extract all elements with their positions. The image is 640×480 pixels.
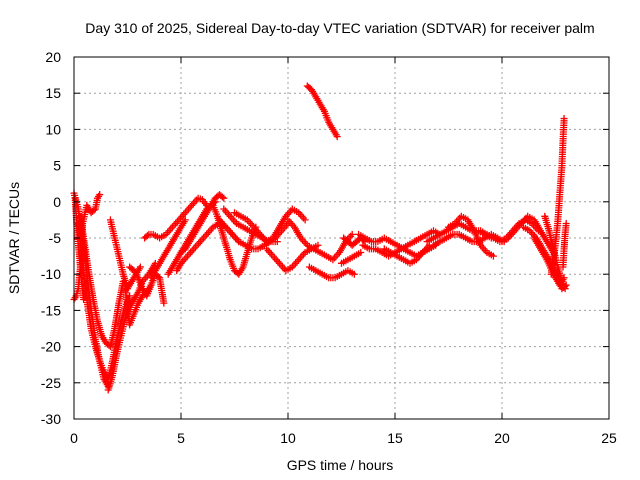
- data-point: [181, 216, 189, 224]
- data-point: [562, 220, 570, 228]
- y-tick-label: 10: [45, 121, 61, 137]
- series-track-18: [231, 205, 309, 246]
- series-track-32: [498, 212, 557, 256]
- data-point: [350, 270, 358, 278]
- series-track-24: [303, 82, 341, 141]
- data-point: [220, 194, 228, 202]
- data-point: [333, 133, 341, 141]
- y-tick-label: -20: [41, 339, 61, 355]
- data-point: [218, 193, 226, 201]
- data-point: [273, 238, 281, 246]
- series-track-7: [106, 216, 144, 293]
- data-point: [301, 216, 309, 224]
- data-point: [144, 232, 151, 240]
- series-track-15: [209, 201, 260, 278]
- y-axis-label: SDTVAR / TECUs: [6, 182, 22, 294]
- y-tick-label: 5: [53, 158, 61, 174]
- data-point: [136, 263, 144, 271]
- y-tick-label: -5: [49, 230, 62, 246]
- series-track-35: [541, 212, 569, 293]
- grid: [74, 57, 609, 419]
- y-tick-label: -30: [41, 411, 61, 427]
- x-tick-label: 5: [177, 430, 185, 446]
- data-point: [561, 285, 569, 293]
- x-tick-label: 10: [280, 430, 296, 446]
- y-tick-label: 15: [45, 85, 61, 101]
- series-track-21: [305, 263, 358, 282]
- data-point: [160, 299, 168, 307]
- series-track-37: [559, 220, 570, 271]
- data-point: [357, 248, 365, 256]
- series-track-30: [445, 212, 497, 260]
- series-track-22: [338, 248, 365, 267]
- series-track-36: [547, 115, 568, 278]
- y-tick-label: 0: [53, 194, 61, 210]
- data-point: [126, 292, 134, 300]
- data-marks: [70, 82, 570, 394]
- y-tick-label: -25: [41, 375, 61, 391]
- data-point: [489, 252, 497, 260]
- data-point: [96, 191, 104, 199]
- series-track-20: [284, 216, 356, 264]
- x-tick-label: 0: [70, 430, 78, 446]
- axis-ticks: 0 5 10 15 20 25 -30 -25 -20 -15 -10 -5 0 5 10 15 20: [41, 49, 617, 446]
- y-tick-label: -15: [41, 302, 61, 318]
- y-tick-label: -10: [41, 266, 61, 282]
- x-tick-label: 15: [387, 430, 403, 446]
- series-track-17: [216, 216, 281, 253]
- data-point: [348, 230, 356, 238]
- data-point: [560, 115, 568, 123]
- data-point: [314, 241, 322, 249]
- x-axis-label: GPS time / hours: [287, 457, 394, 473]
- chart-title: Day 310 of 2025, Sidereal Day-to-day VTE…: [85, 20, 594, 36]
- x-tick-label: 20: [494, 430, 510, 446]
- series-track-11: [147, 216, 189, 282]
- series-track-10: [141, 194, 211, 242]
- data-point: [211, 198, 219, 206]
- y-tick-label: 20: [45, 49, 61, 65]
- series-track-9: [126, 263, 168, 307]
- x-tick-label: 25: [601, 430, 617, 446]
